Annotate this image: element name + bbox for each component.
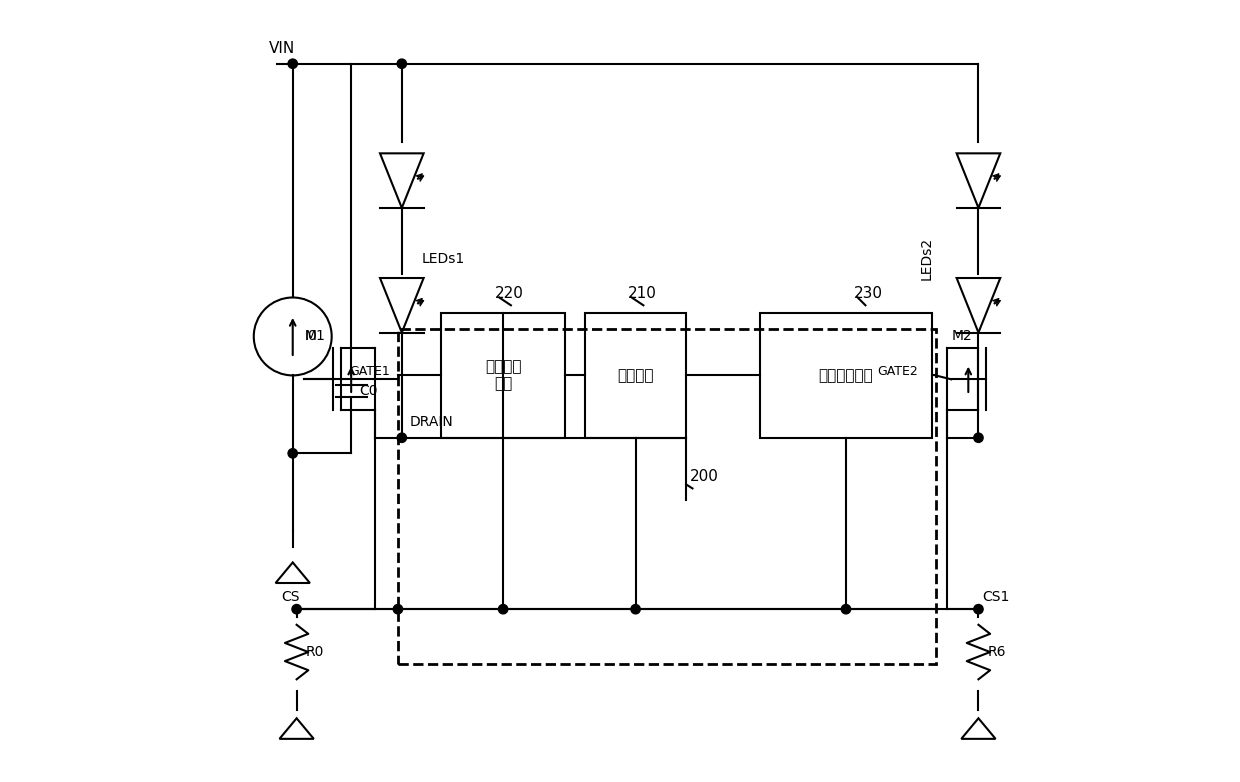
Circle shape bbox=[291, 604, 301, 614]
Circle shape bbox=[397, 59, 407, 68]
Circle shape bbox=[393, 604, 403, 614]
Circle shape bbox=[631, 604, 640, 614]
Text: 第一控制
模块: 第一控制 模块 bbox=[485, 359, 521, 392]
Text: 第二控制模块: 第二控制模块 bbox=[818, 368, 873, 383]
Text: 采样模块: 采样模块 bbox=[618, 368, 653, 383]
Text: I0: I0 bbox=[304, 329, 317, 343]
Circle shape bbox=[397, 433, 407, 443]
Text: 230: 230 bbox=[854, 286, 883, 301]
Circle shape bbox=[973, 433, 983, 443]
Text: GATE1: GATE1 bbox=[350, 365, 391, 378]
Text: 200: 200 bbox=[691, 469, 719, 484]
Circle shape bbox=[841, 604, 851, 614]
Text: LEDs1: LEDs1 bbox=[422, 252, 465, 266]
Text: CS1: CS1 bbox=[982, 590, 1009, 604]
Text: GATE2: GATE2 bbox=[877, 365, 918, 378]
Text: VIN: VIN bbox=[269, 41, 295, 56]
Text: LEDs2: LEDs2 bbox=[920, 237, 934, 280]
Text: M2: M2 bbox=[951, 329, 972, 343]
Circle shape bbox=[288, 59, 298, 68]
Text: R0: R0 bbox=[306, 645, 325, 659]
Text: 220: 220 bbox=[495, 286, 525, 301]
Text: M1: M1 bbox=[304, 329, 325, 343]
Circle shape bbox=[288, 449, 298, 458]
Text: CS: CS bbox=[281, 590, 300, 604]
Circle shape bbox=[498, 604, 508, 614]
Text: DRAIN: DRAIN bbox=[409, 415, 454, 429]
Text: R6: R6 bbox=[988, 645, 1007, 659]
Text: 210: 210 bbox=[627, 286, 657, 301]
Circle shape bbox=[973, 604, 983, 614]
Text: C0: C0 bbox=[358, 384, 377, 398]
